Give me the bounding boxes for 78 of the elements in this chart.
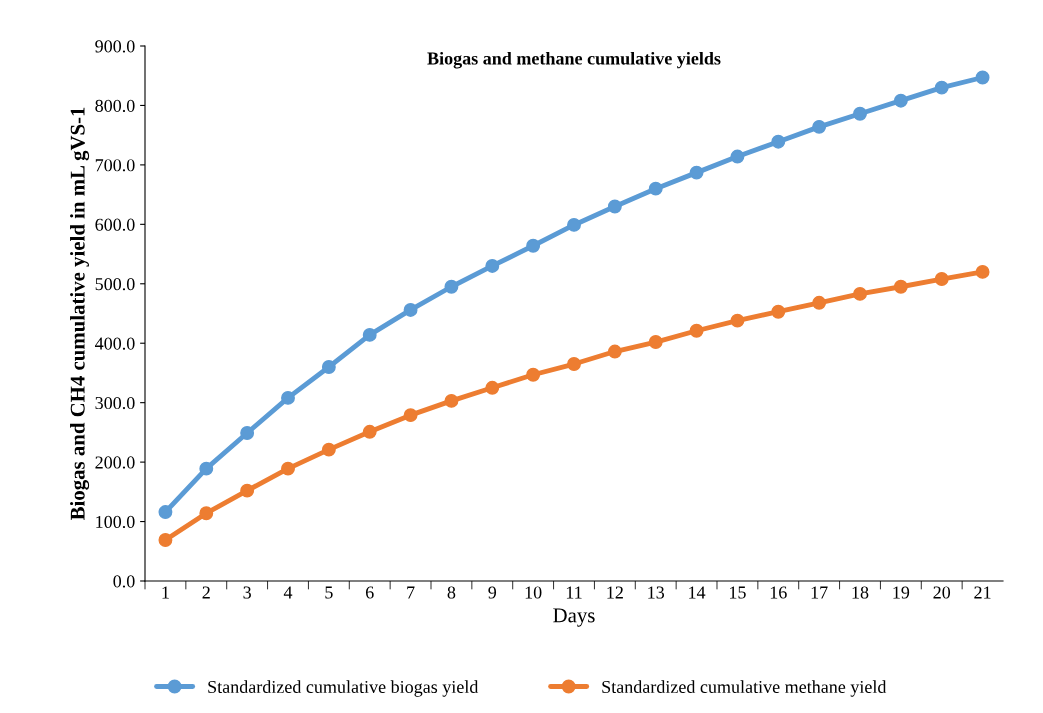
point	[281, 390, 295, 405]
point	[607, 199, 622, 214]
point	[362, 327, 377, 342]
point	[485, 258, 500, 273]
point	[812, 119, 827, 134]
chart-title: Biogas and methane cumulative yields	[427, 51, 721, 69]
point	[567, 217, 581, 232]
point	[362, 424, 377, 439]
x-tick-label: 9	[488, 586, 497, 599]
x-tick-label: 15	[729, 586, 746, 599]
y-tick-label: 800.0	[95, 99, 135, 112]
point	[444, 393, 459, 408]
point	[853, 106, 867, 121]
point	[281, 461, 295, 476]
y-tick-label: 100.0	[96, 515, 135, 529]
point	[730, 313, 745, 328]
y-axis-title: Biogas and CH4 cumulative yield in mL gVS-1	[70, 107, 90, 521]
y-tick-label: 400.0	[95, 337, 135, 350]
point	[853, 286, 867, 301]
y-tick-label: 600.0	[95, 218, 135, 231]
point	[689, 165, 704, 180]
point	[567, 357, 581, 371]
point	[812, 295, 827, 310]
x-tick-label: 18	[852, 586, 869, 599]
point	[240, 483, 255, 498]
x-tick-label: 20	[933, 586, 951, 599]
x-tick-label: 6	[365, 586, 374, 599]
x-tick-label: 14	[689, 586, 706, 599]
point	[444, 279, 459, 294]
y-tick-label: 200.0	[95, 456, 135, 469]
x-tick-label: 7	[407, 586, 415, 599]
y-tick-label: 700.0	[95, 159, 135, 172]
point	[771, 304, 786, 319]
y-tick-label: 900.0	[95, 40, 135, 53]
x-axis-title: Days	[553, 608, 595, 627]
point	[403, 408, 418, 423]
legend-label: Standardized cumulative methane yield	[602, 680, 887, 697]
point	[648, 335, 663, 349]
x-tick-label: 17	[811, 586, 828, 599]
point	[934, 80, 949, 95]
y-tick-label: 0.0	[113, 575, 135, 588]
x-tick-label: 16	[770, 586, 787, 599]
point	[199, 506, 214, 521]
x-tick-label: 11	[566, 586, 582, 599]
y-tick-label: 500.0	[95, 278, 135, 291]
x-tick-label: 8	[447, 586, 456, 599]
point	[485, 380, 500, 395]
point	[158, 505, 173, 519]
point	[526, 367, 541, 382]
point	[607, 344, 622, 359]
point	[893, 93, 908, 108]
point	[689, 323, 704, 338]
x-tick-label: 4	[283, 586, 293, 599]
point	[771, 134, 786, 149]
x-tick-label: 2	[202, 586, 210, 599]
legend-label: Standardized cumulative biogas yield	[208, 680, 479, 697]
x-tick-label: 19	[893, 586, 910, 599]
point	[975, 264, 990, 279]
point	[648, 181, 663, 196]
point	[526, 238, 541, 253]
point	[158, 533, 173, 547]
x-tick-label: 3	[243, 586, 251, 599]
point	[934, 272, 949, 286]
x-tick-label: 13	[648, 586, 665, 599]
point	[240, 426, 255, 440]
x-tick-label: 10	[525, 586, 542, 599]
point	[199, 461, 214, 476]
x-tick-label: 12	[607, 586, 623, 599]
point	[321, 442, 336, 457]
x-tick-label: 21	[974, 586, 991, 599]
point	[893, 279, 908, 294]
y-tick-label: 300.0	[95, 396, 135, 410]
point	[403, 302, 418, 317]
point	[321, 360, 336, 374]
x-tick-label: 5	[325, 586, 333, 599]
point	[730, 149, 745, 164]
x-tick-label: 1	[162, 586, 169, 599]
point	[975, 70, 990, 85]
